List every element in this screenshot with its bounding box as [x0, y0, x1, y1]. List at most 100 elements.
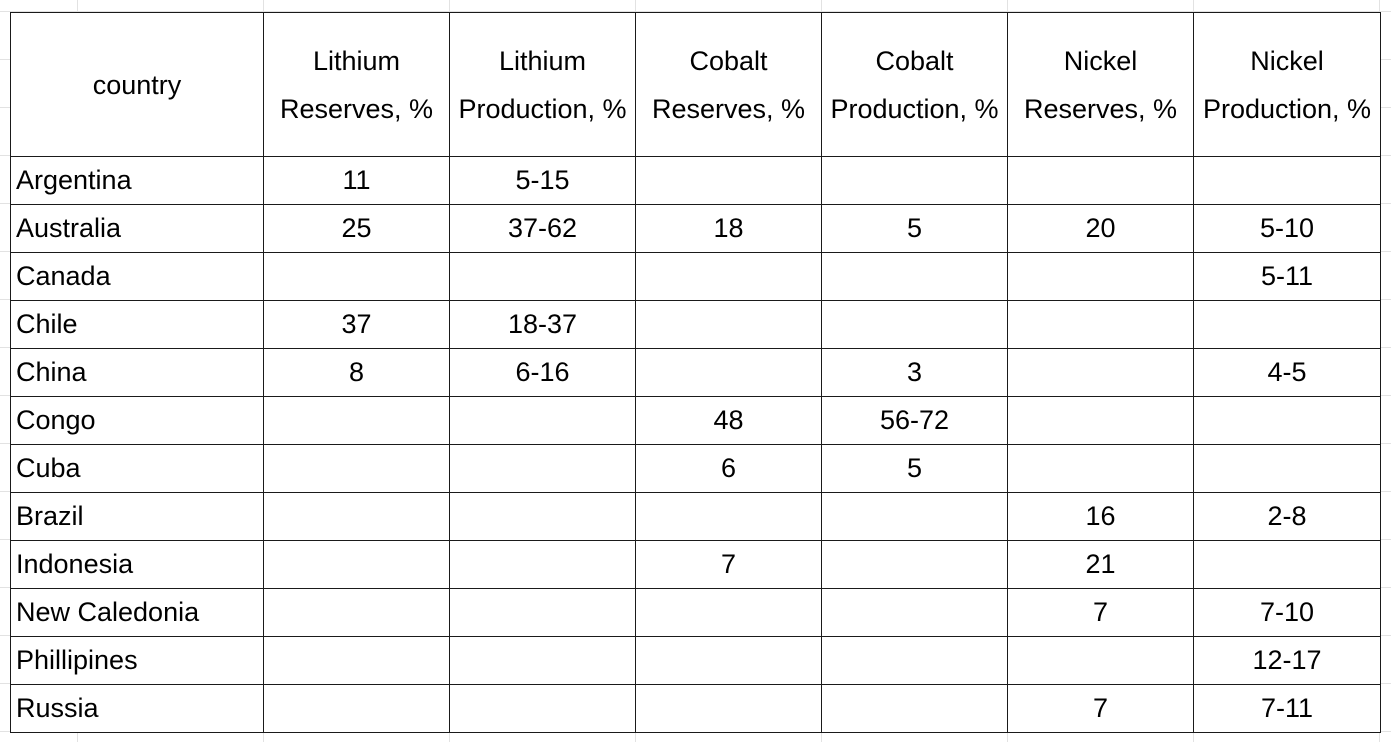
row-label: Phillipines — [10, 636, 264, 685]
cell — [263, 396, 450, 445]
table-row: Chile 37 18-37 — [10, 300, 1381, 349]
cell — [635, 492, 822, 541]
row-label: Chile — [10, 300, 264, 349]
row-label: Argentina — [10, 156, 264, 205]
cell — [449, 492, 636, 541]
table-row: Congo 48 56-72 — [10, 396, 1381, 445]
cell — [821, 492, 1008, 541]
cell: 5-15 — [449, 156, 636, 205]
cell — [1007, 636, 1194, 685]
cell — [821, 300, 1008, 349]
cell: 5-10 — [1193, 204, 1381, 253]
column-header: Lithium Reserves, % — [263, 12, 450, 157]
cell: 7-11 — [1193, 684, 1381, 733]
cell — [1007, 300, 1194, 349]
cell — [449, 636, 636, 685]
table-row: Phillipines 12-17 — [10, 636, 1381, 685]
cell: 5 — [821, 204, 1008, 253]
row-label: Cuba — [10, 444, 264, 493]
cell — [821, 252, 1008, 301]
cell — [263, 540, 450, 589]
table-row: Brazil 16 2-8 — [10, 492, 1381, 541]
cell: 18 — [635, 204, 822, 253]
row-label: Australia — [10, 204, 264, 253]
column-header: Lithium Production, % — [449, 12, 636, 157]
table-body: Argentina 11 5-15 Australia 25 37-62 18 5 20 5-10… — [10, 156, 1381, 733]
cell: 16 — [1007, 492, 1194, 541]
row-label: Congo — [10, 396, 264, 445]
cell: 18-37 — [449, 300, 636, 349]
cell — [635, 636, 822, 685]
cell — [449, 540, 636, 589]
cell — [449, 396, 636, 445]
row-label: Indonesia — [10, 540, 264, 589]
cell — [821, 684, 1008, 733]
cell — [635, 300, 822, 349]
cell: 5 — [821, 444, 1008, 493]
cell — [1193, 156, 1381, 205]
cell — [635, 348, 822, 397]
cell: 3 — [821, 348, 1008, 397]
cell — [1007, 348, 1194, 397]
cell — [449, 444, 636, 493]
cell: 37-62 — [449, 204, 636, 253]
column-header: Nickel Reserves, % — [1007, 12, 1194, 157]
cell — [1193, 300, 1381, 349]
cell — [1007, 156, 1194, 205]
table-row: Argentina 11 5-15 — [10, 156, 1381, 205]
table-row: Canada 5-11 — [10, 252, 1381, 301]
cell — [263, 684, 450, 733]
data-table: country Lithium Reserves, % Lithium Produc… — [10, 12, 1381, 733]
table-row: Indonesia 7 21 — [10, 540, 1381, 589]
cell: 6-16 — [449, 348, 636, 397]
table-row: China 8 6-16 3 4-5 — [10, 348, 1381, 397]
cell — [1193, 540, 1381, 589]
cell: 21 — [1007, 540, 1194, 589]
cell: 4-5 — [1193, 348, 1381, 397]
cell — [821, 588, 1008, 637]
header-row: country Lithium Reserves, % Lithium Produc… — [10, 12, 1381, 157]
cell — [821, 540, 1008, 589]
row-label: Brazil — [10, 492, 264, 541]
cell: 25 — [263, 204, 450, 253]
cell: 7 — [635, 540, 822, 589]
column-header: country — [10, 12, 264, 157]
table-row: Australia 25 37-62 18 5 20 5-10 — [10, 204, 1381, 253]
cell — [821, 156, 1008, 205]
cell — [1007, 396, 1194, 445]
cell: 37 — [263, 300, 450, 349]
cell — [635, 252, 822, 301]
cell: 5-11 — [1193, 252, 1381, 301]
cell — [263, 588, 450, 637]
cell — [449, 684, 636, 733]
cell — [821, 636, 1008, 685]
cell: 11 — [263, 156, 450, 205]
cell: 8 — [263, 348, 450, 397]
cell — [635, 684, 822, 733]
cell — [635, 588, 822, 637]
row-label: New Caledonia — [10, 588, 264, 637]
cell: 20 — [1007, 204, 1194, 253]
column-header: Nickel Production, % — [1193, 12, 1381, 157]
column-header: Cobalt Production, % — [821, 12, 1008, 157]
table-row: Cuba 6 5 — [10, 444, 1381, 493]
cell — [635, 156, 822, 205]
row-label: Russia — [10, 684, 264, 733]
cell — [1007, 252, 1194, 301]
cell — [263, 252, 450, 301]
cell: 7 — [1007, 588, 1194, 637]
cell — [263, 492, 450, 541]
cell — [263, 444, 450, 493]
cell — [449, 252, 636, 301]
table-row: Russia 7 7-11 — [10, 684, 1381, 733]
table-row: New Caledonia 7 7-10 — [10, 588, 1381, 637]
cell — [1007, 444, 1194, 493]
cell — [1193, 444, 1381, 493]
cell: 6 — [635, 444, 822, 493]
cell: 56-72 — [821, 396, 1008, 445]
cell — [449, 588, 636, 637]
cell: 48 — [635, 396, 822, 445]
row-label: China — [10, 348, 264, 397]
cell — [263, 636, 450, 685]
